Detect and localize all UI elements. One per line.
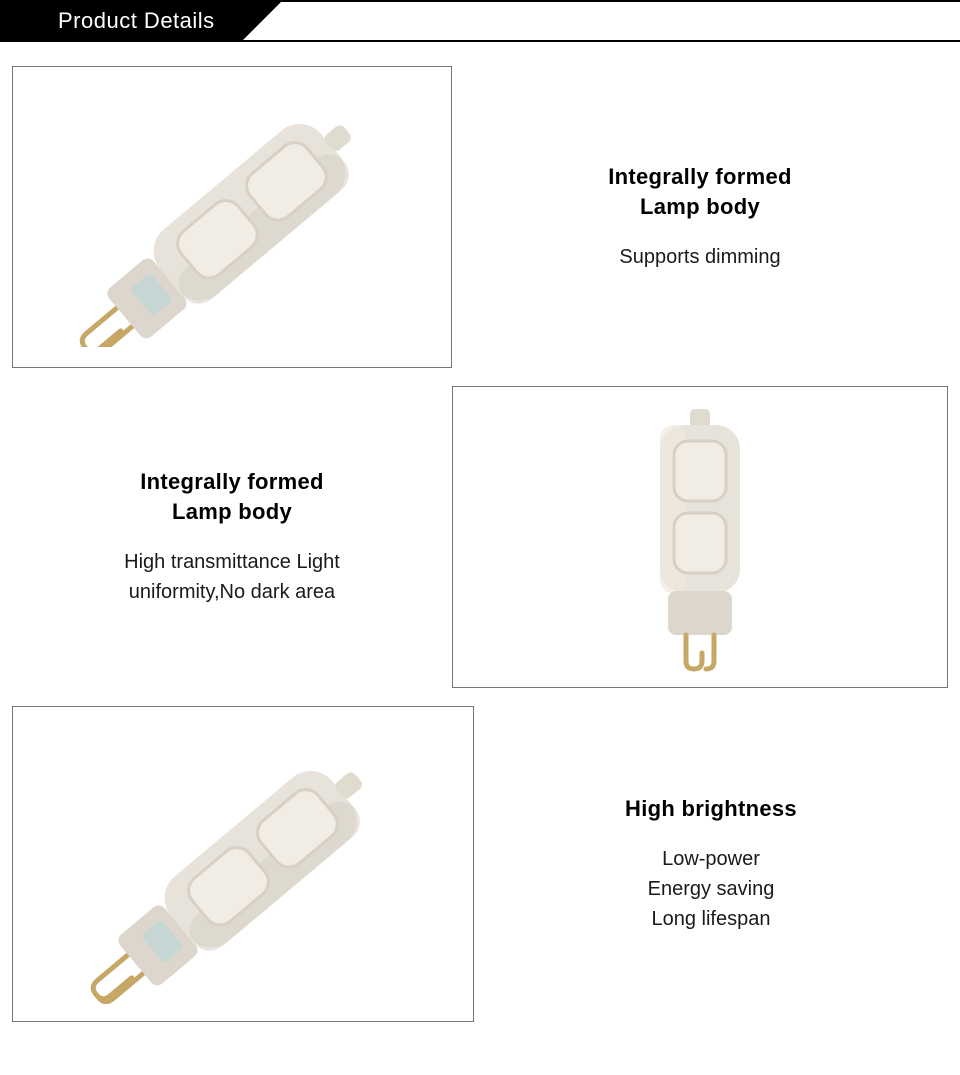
header-triangle bbox=[243, 2, 281, 40]
body-line-2: uniformity,No dark area bbox=[129, 581, 335, 603]
detail-text-3: High brightness Low-power Energy saving … bbox=[474, 706, 948, 1022]
detail-text-1: Integrally formed Lamp body Supports dim… bbox=[452, 66, 948, 368]
heading-line-1: Integrally formed bbox=[140, 469, 324, 494]
product-image-2 bbox=[452, 386, 948, 688]
heading-line-2: Lamp body bbox=[640, 194, 760, 219]
header-band: Product Details bbox=[0, 2, 960, 40]
heading: Integrally formed Lamp body bbox=[608, 162, 792, 221]
heading: High brightness bbox=[625, 794, 797, 824]
body-line-1: Low-power bbox=[662, 848, 760, 870]
bulb-diagonal-icon bbox=[33, 724, 453, 1004]
detail-text-2: Integrally formed Lamp body High transmi… bbox=[12, 386, 452, 688]
product-image-1 bbox=[12, 66, 452, 368]
body-line-3: Long lifespan bbox=[652, 908, 771, 930]
product-image-3 bbox=[12, 706, 474, 1022]
body-text: Low-power Energy saving Long lifespan bbox=[648, 844, 775, 934]
body-text: High transmittance Light uniformity,No d… bbox=[124, 547, 340, 607]
heading-line-1: High brightness bbox=[625, 796, 797, 821]
detail-row-2: Integrally formed Lamp body High transmi… bbox=[12, 386, 948, 688]
bulb-diagonal-icon bbox=[32, 87, 432, 347]
section-title: Product Details bbox=[0, 2, 243, 40]
body-line-1: High transmittance Light bbox=[124, 551, 340, 573]
heading-line-1: Integrally formed bbox=[608, 164, 792, 189]
heading: Integrally formed Lamp body bbox=[140, 467, 324, 526]
detail-row-1: Integrally formed Lamp body Supports dim… bbox=[12, 66, 948, 368]
content: Integrally formed Lamp body Supports dim… bbox=[0, 42, 960, 1050]
detail-row-3: High brightness Low-power Energy saving … bbox=[12, 706, 948, 1022]
body-line-2: Energy saving bbox=[648, 878, 775, 900]
heading-line-2: Lamp body bbox=[172, 499, 292, 524]
body-text: Supports dimming bbox=[619, 242, 780, 272]
bulb-vertical-icon bbox=[600, 397, 800, 677]
